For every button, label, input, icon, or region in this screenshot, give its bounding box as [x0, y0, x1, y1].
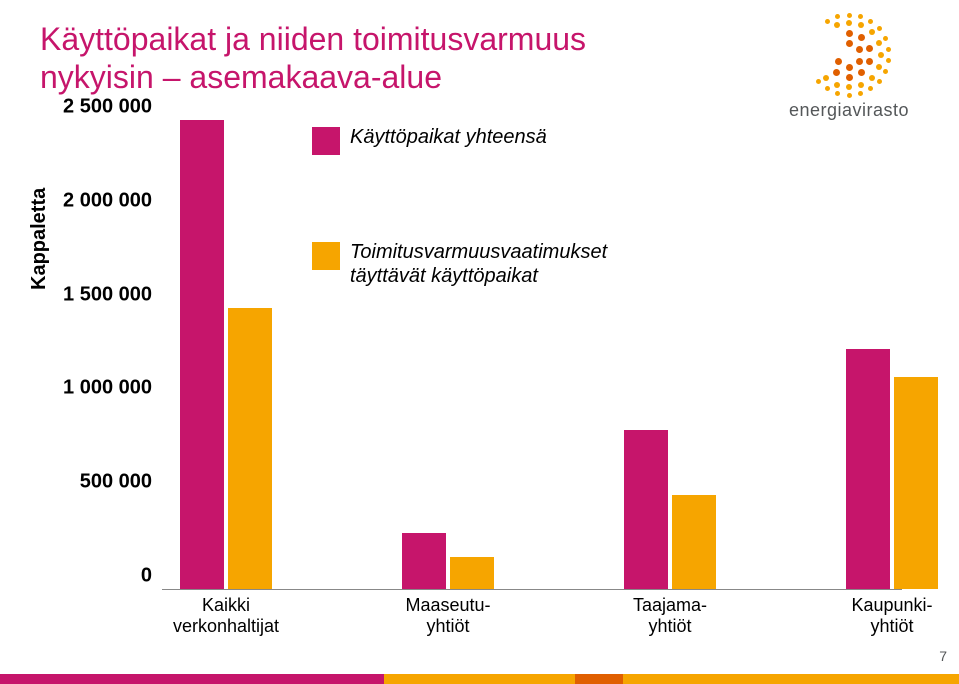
logo-dot: [856, 46, 863, 53]
bar-total: [180, 120, 224, 589]
logo-dot: [846, 40, 853, 47]
slide-page: Käyttöpaikat ja niiden toimitusvarmuus n…: [0, 0, 959, 684]
legend-item: Käyttöpaikat yhteensä: [312, 125, 547, 155]
footer-segment: [384, 674, 576, 684]
logo-dot: [847, 93, 852, 98]
bar-total: [624, 430, 668, 589]
logo-dot: [825, 86, 830, 91]
bar-compliant: [894, 377, 938, 589]
logo-dot: [876, 40, 882, 46]
y-axis-label: Kappaletta: [28, 188, 51, 290]
logo-dot: [883, 36, 888, 41]
logo-dot: [834, 82, 840, 88]
bar-compliant: [672, 495, 716, 589]
logo-dot: [876, 64, 882, 70]
logo-dot: [869, 29, 875, 35]
y-tick-label: 0: [141, 565, 162, 588]
bar-total: [402, 533, 446, 589]
legend-swatch: [312, 127, 340, 155]
bar-chart: Kappaletta 0500 0001 000 0001 500 0002 0…: [42, 120, 912, 625]
logo-dot: [858, 69, 865, 76]
footer-stripe: [0, 674, 959, 684]
logo-mark: [806, 12, 892, 98]
logo-dot: [858, 82, 864, 88]
logo-dot: [886, 47, 891, 52]
x-tick-label: Taajama-yhtiöt: [633, 589, 707, 636]
logo-dot: [868, 19, 873, 24]
logo-dot: [886, 58, 891, 63]
logo-dot: [858, 91, 863, 96]
logo-dot: [833, 69, 840, 76]
bar-total: [846, 349, 890, 589]
logo-dot: [834, 22, 840, 28]
logo-dot: [846, 84, 852, 90]
logo-dot: [858, 14, 863, 19]
logo-dot: [835, 91, 840, 96]
logo-dot: [868, 86, 873, 91]
logo-dot: [835, 14, 840, 19]
bar-compliant: [228, 308, 272, 589]
logo-dot: [846, 74, 853, 81]
logo-dot: [877, 79, 882, 84]
x-tick-label: Kaupunki-yhtiöt: [851, 589, 932, 636]
logo-dot: [846, 20, 852, 26]
legend-swatch: [312, 242, 340, 270]
page-title: Käyttöpaikat ja niiden toimitusvarmuus n…: [40, 20, 740, 97]
y-tick-label: 1 500 000: [63, 283, 162, 306]
logo-dot: [825, 19, 830, 24]
x-tick-label: Maaseutu-yhtiöt: [405, 589, 490, 636]
footer-segment: [623, 674, 959, 684]
plot-area: 0500 0001 000 0001 500 0002 000 0002 500…: [162, 120, 902, 590]
legend-item: Toimitusvarmuusvaatimukset täyttävät käy…: [312, 240, 670, 288]
legend-text: Toimitusvarmuusvaatimukset täyttävät käy…: [350, 240, 670, 288]
title-line-1: Käyttöpaikat ja niiden toimitusvarmuus: [40, 21, 586, 57]
y-tick-label: 2 000 000: [63, 189, 162, 212]
footer-segment: [58, 674, 384, 684]
logo-dot: [846, 64, 853, 71]
logo-dot: [835, 58, 842, 65]
logo: energiavirasto: [769, 12, 929, 121]
logo-dot: [866, 58, 873, 65]
logo-dot: [858, 22, 864, 28]
x-tick-label: Kaikkiverkonhaltijat: [173, 589, 279, 636]
logo-dot: [846, 30, 853, 37]
footer-segment: [575, 674, 623, 684]
y-tick-label: 1 000 000: [63, 377, 162, 400]
footer-segment: [0, 674, 58, 684]
logo-dot: [847, 13, 852, 18]
logo-dot: [823, 75, 829, 81]
legend-text: Käyttöpaikat yhteensä: [350, 125, 547, 149]
logo-dot: [869, 75, 875, 81]
logo-dot: [816, 79, 821, 84]
title-line-2: nykyisin – asemakaava-alue: [40, 59, 442, 95]
logo-text: energiavirasto: [769, 100, 929, 121]
logo-dot: [878, 52, 884, 58]
logo-dot: [877, 26, 882, 31]
bar-compliant: [450, 557, 494, 589]
y-tick-label: 2 500 000: [63, 96, 162, 119]
y-tick-label: 500 000: [80, 471, 162, 494]
logo-dot: [858, 34, 865, 41]
logo-dot: [856, 58, 863, 65]
page-number: 7: [939, 648, 947, 664]
logo-dot: [883, 69, 888, 74]
logo-dot: [866, 45, 873, 52]
